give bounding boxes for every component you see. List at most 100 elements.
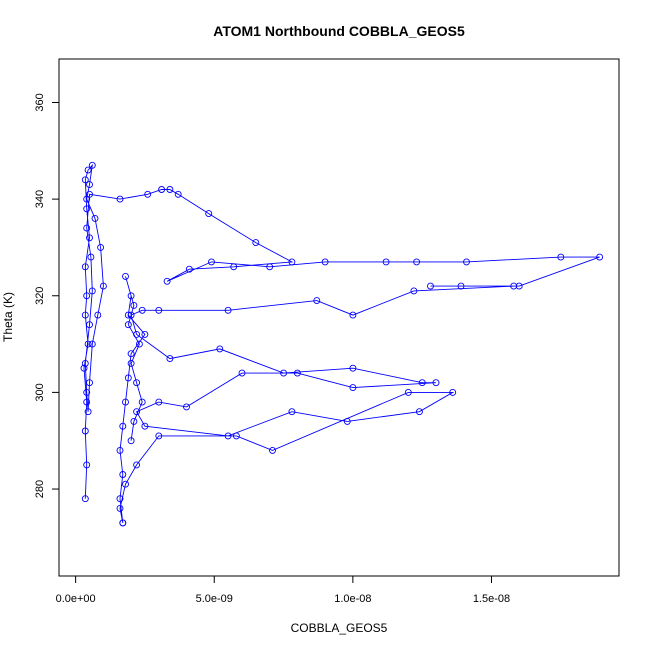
data-point xyxy=(122,398,129,406)
data-point xyxy=(515,282,523,290)
data-point xyxy=(166,355,174,363)
chart-title: ATOM1 Northbound COBBLA_GEOS5 xyxy=(213,23,465,39)
data-point xyxy=(83,461,91,469)
data-point xyxy=(349,384,357,392)
data-point xyxy=(252,239,260,247)
data-point xyxy=(230,263,238,271)
data-point xyxy=(84,408,92,416)
data-point xyxy=(94,311,102,319)
data-point xyxy=(382,258,390,266)
data-point xyxy=(138,398,146,406)
data-point xyxy=(163,277,171,285)
data-point xyxy=(183,403,190,411)
data-point xyxy=(293,369,301,377)
data-point xyxy=(86,379,93,387)
data-point xyxy=(224,306,232,314)
data-point xyxy=(83,398,91,406)
x-tick-label: 1.0e-08 xyxy=(334,593,371,605)
data-point xyxy=(510,282,518,290)
data-point xyxy=(124,311,132,319)
data-point xyxy=(349,311,357,319)
data-point xyxy=(86,181,93,189)
data-point xyxy=(269,446,276,454)
data-point xyxy=(158,186,166,193)
data-point xyxy=(232,432,240,440)
data-point xyxy=(127,437,135,445)
data-point xyxy=(97,243,105,251)
data-point xyxy=(155,398,163,406)
data-point xyxy=(87,253,95,261)
data-point xyxy=(418,379,426,387)
data-point xyxy=(81,176,89,184)
data-point xyxy=(86,234,93,242)
series-layer xyxy=(80,161,604,527)
data-point xyxy=(88,340,96,348)
data-point xyxy=(99,282,107,290)
data-point xyxy=(135,340,143,348)
y-tick-label: 340 xyxy=(34,190,46,208)
x-axis-label: COBBLA_GEOS5 xyxy=(291,621,388,635)
data-point xyxy=(166,186,174,193)
data-point xyxy=(88,287,96,295)
data-point xyxy=(457,282,465,290)
y-axis: 280 300 320 340 360 xyxy=(34,93,60,498)
data-point xyxy=(557,253,565,261)
data-point xyxy=(266,263,274,271)
data-point xyxy=(174,190,182,198)
data-point xyxy=(124,321,132,329)
data-point xyxy=(141,422,149,430)
data-point xyxy=(449,388,457,396)
data-point xyxy=(155,432,163,440)
data-point xyxy=(127,359,135,367)
data-point xyxy=(122,272,129,280)
data-point xyxy=(404,388,412,396)
data-point xyxy=(205,210,213,218)
y-tick-label: 320 xyxy=(34,287,46,305)
data-point xyxy=(84,340,92,348)
data-point xyxy=(83,205,91,213)
data-point xyxy=(313,297,321,305)
data-point xyxy=(116,495,124,503)
x-axis: 0.0e+00 5.0e-09 1.0e-08 1.5e-08 xyxy=(56,575,510,605)
data-point xyxy=(81,263,89,271)
data-point xyxy=(116,195,124,203)
data-point xyxy=(124,374,132,382)
data-point xyxy=(133,330,141,338)
data-point xyxy=(349,364,357,372)
data-point xyxy=(130,417,138,425)
data-point xyxy=(288,408,296,416)
data-point xyxy=(81,359,89,367)
data-point xyxy=(224,432,232,440)
data-point xyxy=(208,258,215,266)
data-point xyxy=(127,292,135,300)
data-point xyxy=(432,379,440,387)
data-point xyxy=(133,379,141,387)
data-point xyxy=(410,287,418,295)
data-point xyxy=(81,311,89,319)
data-point xyxy=(138,306,146,314)
y-axis-label: Theta (K) xyxy=(1,292,15,342)
data-point xyxy=(427,282,434,290)
data-point xyxy=(119,422,127,430)
data-point xyxy=(343,417,351,425)
data-point xyxy=(463,258,470,266)
data-point xyxy=(127,311,135,319)
data-point xyxy=(91,214,99,222)
data-point xyxy=(83,388,91,396)
data-point xyxy=(116,504,124,512)
data-point xyxy=(280,369,288,377)
series-line xyxy=(83,163,600,523)
data-point xyxy=(133,461,141,469)
data-point xyxy=(81,427,89,435)
x-tick-label: 0.0e+00 xyxy=(56,593,96,605)
data-point xyxy=(86,190,93,198)
data-point xyxy=(216,345,224,353)
data-point xyxy=(119,519,127,527)
y-tick-label: 280 xyxy=(34,480,46,498)
data-point xyxy=(141,330,149,338)
y-tick-label: 360 xyxy=(34,93,46,111)
data-point xyxy=(238,369,246,377)
data-point xyxy=(415,408,423,416)
